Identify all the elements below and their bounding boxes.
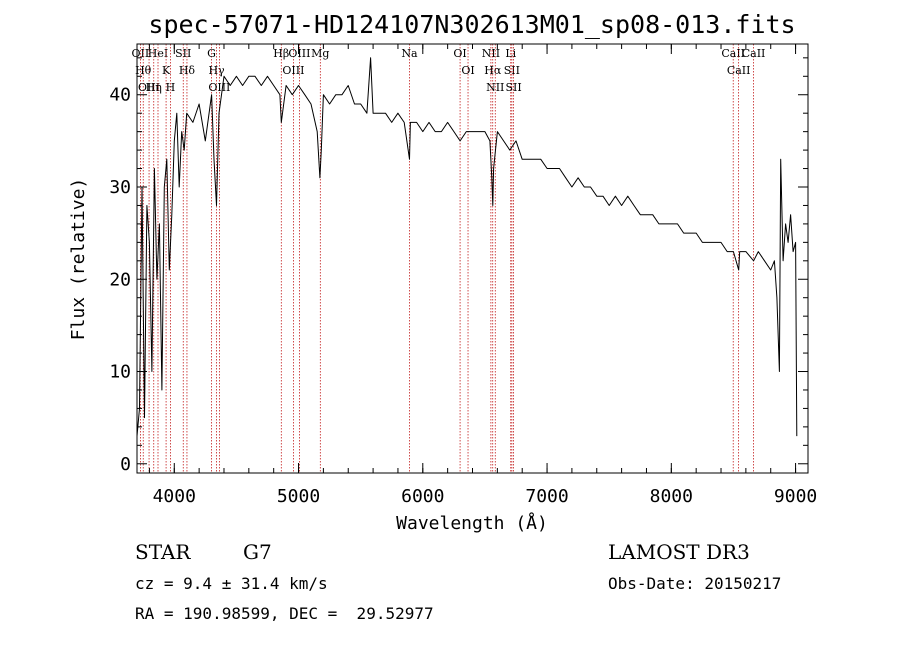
object-class: STAR — [135, 540, 191, 564]
y-tick-label-3: 30 — [109, 177, 131, 198]
x-tick-label-2: 6000 — [401, 486, 444, 507]
line-label-14: OIII — [288, 47, 310, 60]
y-tick-label-0: 0 — [120, 454, 131, 475]
line-label-24: SII — [506, 81, 522, 94]
y-axis-label: Flux (relative) — [68, 178, 89, 341]
x-tick-label-4: 8000 — [650, 486, 693, 507]
x-axis: 4000 5000 6000 7000 8000 9000 — [148, 44, 817, 507]
plot-frame — [136, 43, 809, 474]
line-label-7: SII — [175, 47, 191, 60]
y-axis: 0 10 20 30 40 — [109, 57, 808, 475]
line-label-6: H — [166, 81, 176, 94]
line-label-21: NII — [486, 81, 504, 94]
x-tick-label-5: 9000 — [774, 486, 817, 507]
chart-title: spec-57071-HD124107N302613M01_sp08-013.f… — [148, 10, 795, 39]
line-label-22: Li — [505, 47, 516, 60]
line-label-3: Hη — [146, 81, 162, 94]
line-label-8: Hδ — [179, 64, 196, 77]
line-label-0: OII — [131, 47, 149, 60]
coordinates: RA = 190.98599, DEC = 29.52977 — [135, 604, 434, 623]
line-label-20: Hα — [484, 64, 502, 77]
line-label-5: K — [162, 64, 171, 77]
line-label-12: Hβ — [273, 47, 289, 60]
line-label-27: CaII — [742, 47, 766, 60]
line-label-16: Na — [401, 47, 418, 60]
line-label-18: OI — [461, 64, 474, 77]
x-tick-label-3: 7000 — [525, 486, 568, 507]
line-label-23: SII — [504, 64, 520, 77]
line-label-17: OI — [453, 47, 466, 60]
line-label-10: Hγ — [208, 64, 225, 77]
observation-date: Obs-Date: 20150217 — [608, 574, 782, 593]
line-label-2: OIII — [138, 81, 160, 94]
redshift-velocity: cz = 9.4 ± 31.4 km/s — [135, 574, 328, 593]
line-label-1: Hθ — [135, 64, 152, 77]
survey-name: LAMOST DR3 — [608, 540, 750, 564]
line-label-25: CaII — [721, 47, 745, 60]
series-line-0 — [136, 57, 798, 437]
line-label-4: HeI — [148, 47, 168, 60]
line-label-9: G — [207, 47, 216, 60]
series-group — [136, 57, 798, 437]
x-axis-label: Wavelength (Å) — [396, 512, 548, 534]
line-label-11: OIII — [208, 81, 230, 94]
line-label-26: CaII — [727, 64, 751, 77]
y-tick-label-2: 20 — [109, 269, 131, 290]
x-tick-label-0: 4000 — [153, 486, 196, 507]
object-subclass: G7 — [243, 540, 272, 564]
line-label-13: OIII — [282, 64, 304, 77]
y-tick-label-1: 10 — [109, 362, 131, 383]
y-tick-label-4: 40 — [109, 85, 131, 106]
x-tick-label-1: 5000 — [277, 486, 320, 507]
line-label-15: Mg — [311, 47, 329, 60]
